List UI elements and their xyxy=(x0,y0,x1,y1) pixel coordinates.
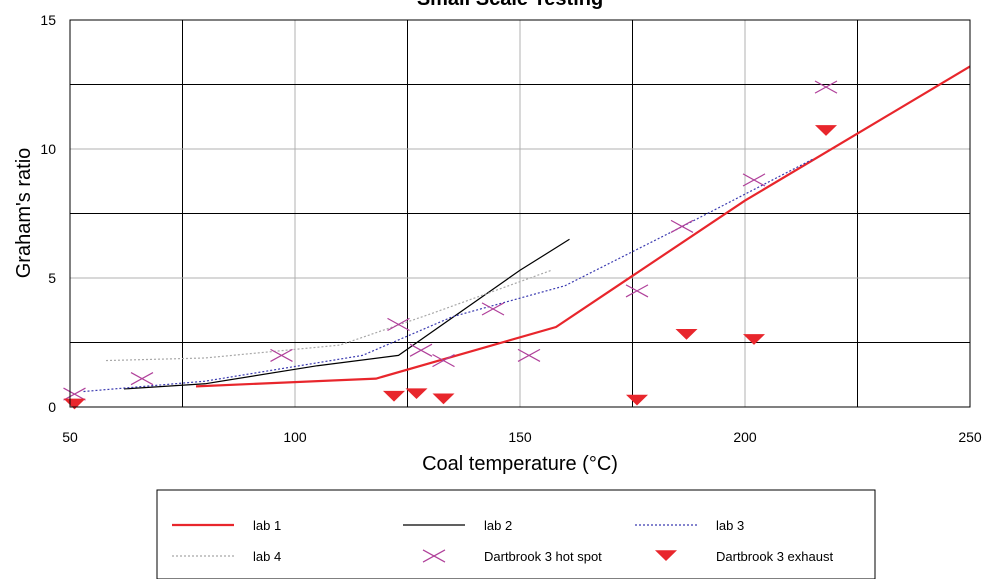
data-point-triangle xyxy=(432,393,455,405)
data-point-triangle xyxy=(626,394,648,406)
y-tick-label: 10 xyxy=(40,141,56,157)
legend-item: lab 2 xyxy=(403,518,512,533)
data-point-cross xyxy=(625,284,649,298)
y-axis-title: Graham's ratio xyxy=(13,148,35,279)
data-point-cross xyxy=(432,353,455,368)
grid xyxy=(69,19,971,408)
legend-label: Dartbrook 3 hot spot xyxy=(484,549,602,564)
data-point-triangle xyxy=(675,328,698,340)
series-dartbrook-3-hot-spot xyxy=(63,80,838,401)
legend-label: lab 3 xyxy=(716,518,744,533)
data-point-cross xyxy=(742,173,766,187)
plot-series xyxy=(63,65,971,410)
plot-frame xyxy=(69,19,971,408)
legend-label: Dartbrook 3 exhaust xyxy=(716,549,833,564)
data-point-triangle xyxy=(63,398,86,410)
legend-label: lab 4 xyxy=(253,549,281,564)
series-lab-1 xyxy=(195,65,971,388)
legend-item: lab 1 xyxy=(172,518,281,533)
legend-box xyxy=(156,489,876,579)
data-point-triangle xyxy=(743,334,765,345)
data-point-cross xyxy=(270,348,293,362)
x-tick-label: 250 xyxy=(958,429,982,445)
data-point-cross xyxy=(130,372,154,386)
y-axis-ticks: 0 5 10 15 xyxy=(40,12,56,415)
legend-item: Dartbrook 3 exhaust xyxy=(655,549,833,564)
series-line xyxy=(83,158,813,393)
legend-item: lab 3 xyxy=(635,518,744,533)
series-lab-3 xyxy=(83,158,813,393)
data-point-triangle xyxy=(655,550,677,561)
x-tick-label: 200 xyxy=(733,429,757,445)
data-point-cross xyxy=(814,80,838,94)
data-point-cross xyxy=(387,317,410,332)
series-dartbrook-3-exhaust xyxy=(63,125,837,410)
series-line xyxy=(105,269,552,362)
data-point-cross xyxy=(517,348,541,362)
series-line xyxy=(123,238,570,390)
data-point-cross xyxy=(422,549,446,563)
legend-item: Dartbrook 3 hot spot xyxy=(422,549,602,564)
x-tick-label: 50 xyxy=(62,429,78,445)
legend: lab 1 lab 2 lab 3 lab 4 Dartbrook 3 hot spot… xyxy=(156,489,876,579)
x-tick-label: 150 xyxy=(508,429,532,445)
data-point-triangle xyxy=(383,390,405,402)
series-lab-4 xyxy=(105,269,552,362)
legend-items: lab 1 lab 2 lab 3 lab 4 Dartbrook 3 hot spot… xyxy=(172,518,833,564)
data-point-triangle xyxy=(815,125,837,136)
legend-label: lab 1 xyxy=(253,518,281,533)
y-tick-label: 15 xyxy=(40,12,56,28)
series-lab-2 xyxy=(123,238,570,390)
data-point-cross xyxy=(63,387,86,401)
data-point-triangle xyxy=(405,388,428,400)
x-axis-title: Coal temperature (°C) xyxy=(422,453,618,475)
x-axis-ticks: 50 100 150 200 250 xyxy=(62,429,982,445)
series-line xyxy=(195,65,971,388)
legend-item: lab 4 xyxy=(172,549,281,564)
data-point-cross xyxy=(670,219,694,233)
data-point-cross xyxy=(409,343,433,357)
chart-title: Small Scale Testing xyxy=(417,0,603,10)
legend-label: lab 2 xyxy=(484,518,512,533)
y-tick-label: 0 xyxy=(48,399,56,415)
data-point-cross xyxy=(481,302,505,316)
x-tick-label: 100 xyxy=(283,429,307,445)
y-tick-label: 5 xyxy=(48,270,56,286)
